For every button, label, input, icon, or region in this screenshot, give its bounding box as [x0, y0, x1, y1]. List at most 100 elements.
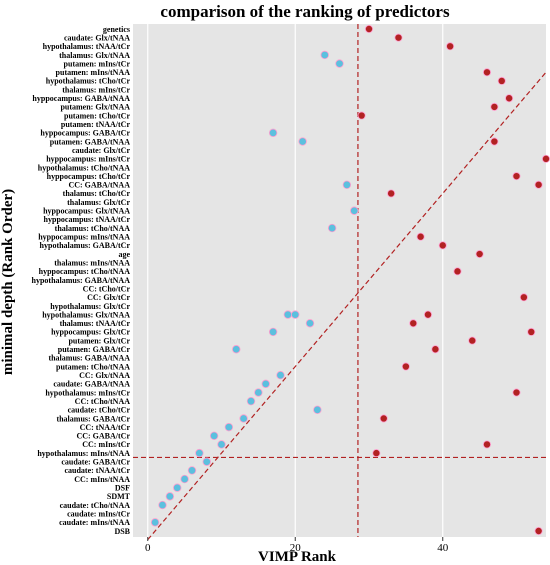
category-label: hypothalamus: tCho/tCr [46, 77, 131, 86]
y-axis-label: minimal depth (Rank Order) [0, 189, 16, 375]
category-label: CC: Glx/tNAA [79, 371, 130, 380]
category-label: caudate: GABA/tCr [61, 458, 130, 467]
data-point [180, 474, 189, 484]
category-label: putamen: Glx/tNAA [60, 103, 130, 112]
data-point [224, 422, 234, 432]
data-point [232, 345, 241, 354]
category-label: caudate: tCho/tNAA [60, 501, 131, 510]
category-label: thalamus: tCho/tCr [63, 189, 131, 198]
category-label: hyppocampus: mIns/tNAA [38, 233, 130, 242]
category-label: thalamus: tNAA/tCr [60, 319, 131, 328]
data-point [254, 388, 263, 397]
data-point [453, 267, 462, 276]
data-point [401, 362, 410, 371]
chart-title: comparison of the ranking of predictors [160, 2, 450, 21]
category-label: CC: GABA/tNAA [68, 181, 130, 190]
data-point [534, 180, 543, 189]
data-point [209, 431, 219, 440]
data-point [291, 310, 300, 319]
plot-area [133, 24, 546, 537]
category-label: thalamus: GABA/tCr [56, 414, 130, 423]
category-label: hyppocampus: mIns/tCr [46, 155, 130, 164]
category-label: hypothalamus: tNAA/tCr [43, 42, 131, 51]
x-axis-label: VIMP Rank [258, 549, 337, 565]
category-label: thalamus: mIns/tCr [62, 85, 130, 94]
reference-lines [133, 24, 547, 541]
x-tick-label: 20 [290, 542, 302, 554]
category-label: thalamus: Glx/tCr [67, 198, 130, 207]
data-point [446, 42, 455, 51]
category-label: caudate: tNAA/tCr [64, 466, 130, 475]
category-label: hyppocampus: Glx/tNAA [43, 207, 130, 216]
data-point [431, 345, 440, 354]
data-point [187, 466, 197, 475]
category-label: caudate: tCho/tCr [68, 406, 131, 415]
category-label: CC: mIns/tCr [82, 440, 130, 449]
category-label: SDMT [107, 492, 131, 501]
category-label: hypothalamus: GABA/tCr [40, 241, 131, 250]
category-label: putamen: tCho/tCr [64, 111, 130, 120]
category-label: genetics [103, 25, 130, 34]
data-point [276, 371, 285, 380]
category-label: DSB [114, 527, 130, 536]
category-label: caudate: GABA/tNAA [53, 380, 130, 389]
category-label: CC: Glx/tCr [87, 293, 130, 302]
data-point [409, 319, 418, 328]
category-label: thalamus: mIns/tNAA [54, 258, 130, 267]
category-label: hypothalamus: Glx/tNAA [42, 310, 130, 319]
data-point [246, 396, 256, 406]
data-point [261, 379, 270, 389]
data-point [438, 241, 447, 250]
data-points [150, 24, 550, 536]
category-label: CC: tCho/tNAA [75, 397, 131, 406]
data-point [394, 33, 403, 42]
data-point [320, 50, 329, 60]
category-label: hypothalamus: mIns/tCr [45, 388, 130, 397]
data-point [268, 128, 278, 138]
data-point [372, 449, 381, 458]
data-point [387, 189, 396, 198]
category-label: hyppocampus: Glx/tCr [51, 328, 130, 337]
category-label: CC: tCho/tCr [83, 284, 131, 293]
category-label: thalamus: tCho/tNAA [55, 224, 131, 233]
category-label: thalamus: Glx/tNAA [59, 51, 130, 60]
data-point [283, 310, 293, 319]
x-axis-ticks: 0 20 40 [145, 537, 449, 554]
data-point [475, 250, 484, 259]
data-point [527, 327, 536, 336]
category-label: hyppocampus: GABA/tNAA [32, 94, 130, 103]
data-point [505, 94, 514, 103]
category-label: CC: GABA/tCr [76, 432, 130, 441]
data-point [305, 319, 315, 328]
data-point [519, 293, 528, 302]
data-point [313, 405, 322, 415]
data-point [482, 440, 491, 449]
data-point [512, 388, 521, 397]
category-label: hypothalamus: GABA/tNAA [32, 276, 131, 285]
category-label: hyppocampus: tCho/tNAA [39, 267, 131, 276]
data-point [350, 206, 359, 215]
data-point [298, 137, 307, 146]
data-point [542, 154, 550, 163]
x-tick-label: 40 [437, 542, 449, 554]
category-label: putamen: GABA/tCr [58, 345, 131, 354]
data-point [512, 172, 521, 181]
data-point [379, 414, 388, 423]
data-point [195, 448, 204, 458]
category-label: age [118, 250, 130, 259]
category-label: hypothalamus: tCho/tNAA [38, 163, 130, 172]
data-point [423, 310, 432, 319]
data-point [239, 414, 248, 423]
category-label: putamen: mIns/tNAA [56, 68, 131, 77]
category-label: caudate: Glx/tNAA [64, 33, 130, 42]
data-point [342, 180, 352, 189]
category-label: hyppocampus: GABA/tCr [40, 129, 130, 138]
category-label: putamen: mIns/tCr [64, 59, 131, 68]
grid-lines [147, 24, 444, 537]
data-point [497, 76, 506, 85]
data-point [490, 137, 499, 146]
category-label: hypothalamus: mIns/tNAA [37, 449, 130, 458]
category-label: hypothalamus: Glx/tCr [50, 302, 130, 311]
